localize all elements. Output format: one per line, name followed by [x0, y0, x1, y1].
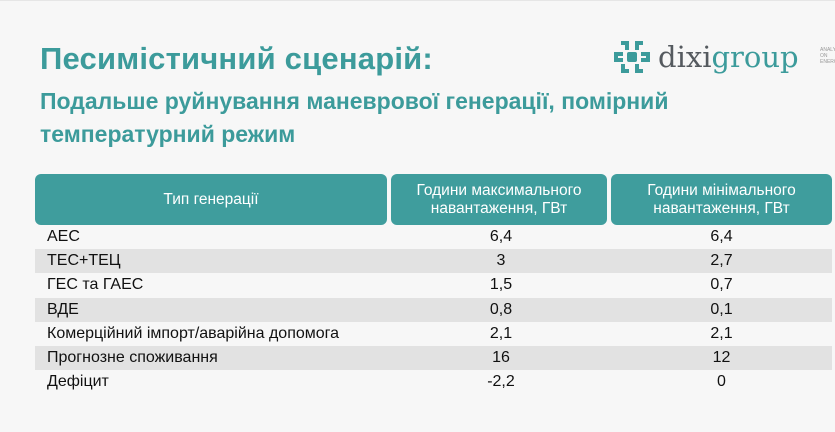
cell-min: 6,4 [710, 228, 733, 246]
cell-max: 6,4 [489, 228, 513, 246]
dixigroup-logo-icon [614, 41, 650, 73]
cell-min: 0 [717, 373, 726, 391]
table-row: ВДЕ 0,8 0,1 [35, 297, 832, 322]
header-min-load: Години мінімального навантаження, ГВт [611, 174, 832, 225]
cell-min: 0,1 [710, 300, 733, 318]
cell-max: 1,5 [489, 276, 513, 294]
cell-max: -2,2 [487, 373, 515, 391]
cell-min: 2,1 [710, 324, 733, 342]
cell-type: ВДЕ [47, 300, 79, 318]
generation-table: Тип генерації Години максимального наван… [35, 174, 832, 394]
logo-text-group: group [711, 40, 799, 74]
table-row: Комерційний імпорт/аварійна допомога 2,1… [35, 322, 832, 346]
logo-wordmark: dixigroup [658, 37, 799, 77]
header-generation-type: Тип генерації [35, 174, 387, 225]
cell-min: 12 [712, 349, 731, 367]
dixigroup-logo: dixigroup ANALYTICS ON ENERGY [612, 37, 835, 77]
logo-tagline: ANALYTICS ON ENERGY [820, 47, 835, 65]
cell-type: Комерційний імпорт/аварійна допомога [47, 324, 340, 342]
cell-min: 0,7 [710, 276, 733, 294]
table-row: Дефіцит -2,2 0 [35, 370, 832, 394]
slide-subtitle: Подальше руйнування маневрової генерації… [40, 88, 669, 147]
header-max-load: Години максимального навантаження, ГВт [391, 174, 607, 225]
cell-max: 0,8 [489, 300, 513, 318]
cell-max: 3 [496, 252, 506, 270]
cell-type: АЕС [47, 228, 80, 246]
cell-type: ГЕС та ГАЕС [47, 276, 144, 294]
cell-type: Прогнозне споживання [47, 349, 218, 367]
cell-type: ТЕС+ТЕЦ [47, 252, 121, 270]
cell-min: 2,7 [710, 252, 733, 270]
table-header: Тип генерації Години максимального наван… [35, 174, 832, 225]
cell-max: 2,1 [489, 324, 513, 342]
table-row: ГЕС та ГАЕС 1,5 0,7 [35, 273, 832, 297]
table-row: Прогнозне споживання 16 12 [35, 345, 832, 371]
cell-type: Дефіцит [47, 373, 109, 391]
table-row: ТЕС+ТЕЦ 3 2,7 [35, 249, 832, 274]
slide-title: Песимістичний сценарій: [40, 41, 433, 76]
cell-max: 16 [492, 349, 510, 367]
logo-text-dixi: dixi [658, 40, 712, 74]
table-row: АЕС 6,4 6,4 [35, 225, 832, 249]
